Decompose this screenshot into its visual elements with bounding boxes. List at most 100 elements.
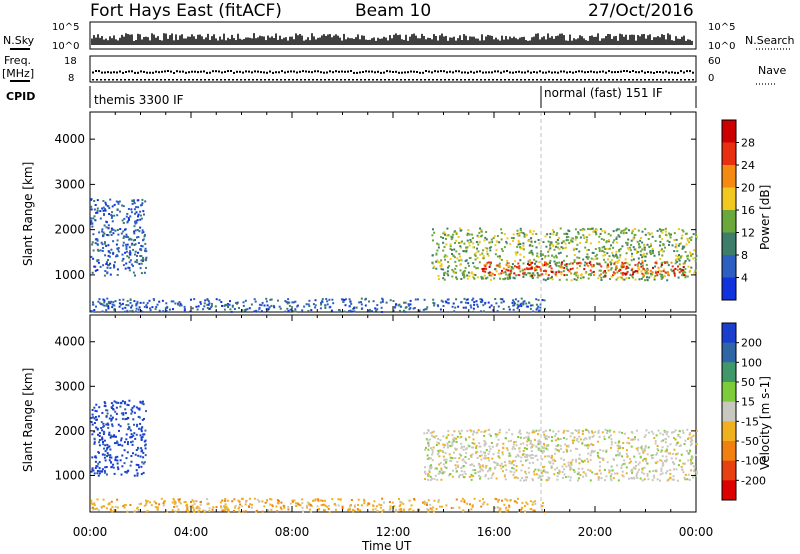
echo-cell [622,232,625,235]
echo-cell [428,457,431,460]
echo-cell [91,433,94,436]
echo-cell [466,298,469,301]
echo-cell [121,454,124,457]
echo-cell [510,439,512,442]
echo-cell [136,302,139,305]
echo-cell [279,506,282,509]
echo-cell [609,434,612,437]
echo-cell [137,206,140,209]
echo-cell [95,403,98,406]
echo-cell [591,265,594,268]
echo-cell [162,502,165,505]
echo-cell [520,469,523,472]
echo-cell [163,500,166,503]
nave-mark [384,79,386,81]
echo-cell [461,459,464,462]
echo-cell [196,505,199,508]
echo-cell [277,500,280,503]
echo-cell [203,511,206,513]
echo-cell [501,451,504,454]
nave-mark [416,79,418,81]
echo-cell [641,272,644,275]
echo-cell [673,250,676,253]
echo-cell [498,509,501,512]
echo-cell [238,307,240,309]
echo-cell [602,238,605,241]
echo-cell [690,253,692,256]
echo-cell [117,401,120,404]
echo-cell [695,472,698,475]
echo-cell [459,263,462,266]
echo-cell [433,265,436,268]
nave-mark [192,79,194,81]
echo-cell [489,249,492,252]
nave-mark [292,79,294,81]
echo-cell [479,477,481,480]
echo-cell [508,428,511,431]
echo-cell [442,249,445,252]
echo-cell [495,444,498,447]
echo-cell [451,236,454,239]
echo-cell [625,277,628,280]
echo-cell [479,450,482,453]
freq-mark [212,70,214,73]
echo-cell [573,261,576,263]
echo-cell [620,231,622,234]
nave-mark [312,79,314,81]
echo-cell [509,243,512,246]
echo-cell [653,476,656,479]
echo-cell [301,506,304,509]
echo-cell [96,498,99,501]
echo-cell [265,500,268,503]
echo-cell [542,470,545,473]
echo-cell [224,303,227,306]
y-tick-label: 1000 [54,268,85,282]
echo-cell [549,462,552,465]
echo-cell [638,461,641,464]
colorbar-swatch [722,210,736,233]
echo-cell [686,257,689,260]
echo-cell [550,267,553,270]
echo-cell [99,302,102,305]
echo-cell [437,246,440,249]
freq-mark [683,71,685,74]
echo-cell [293,499,296,502]
echo-cell [493,277,496,280]
echo-cell [140,272,143,275]
echo-cell [654,440,657,443]
echo-cell [616,271,619,274]
echo-cell [108,459,111,462]
echo-cell [280,508,283,511]
echo-cell [109,508,112,511]
echo-cell [644,434,647,437]
echo-cell [661,462,664,465]
echo-cell [138,407,141,410]
echo-cell [651,235,654,238]
echo-cell [484,265,487,268]
echo-cell [673,272,676,275]
echo-cell [166,510,168,513]
echo-cell [454,267,457,270]
echo-cell [157,506,159,509]
echo-cell [493,461,496,464]
echo-cell [454,447,457,450]
echo-cell [686,237,689,240]
echo-cell [461,473,464,476]
echo-cell [505,242,508,245]
echo-cell [466,232,469,235]
echo-cell [136,474,139,477]
echo-cell [636,263,639,266]
echo-cell [681,274,683,277]
echo-cell [135,211,138,214]
echo-cell [538,441,541,444]
echo-cell [139,255,142,257]
echo-cell [661,455,664,458]
echo-cell [537,255,540,258]
echo-cell [504,498,507,501]
echo-cell [117,250,120,253]
echo-cell [123,402,126,405]
echo-cell [596,257,599,260]
echo-cell [616,276,619,279]
echo-cell [473,277,476,280]
echo-cell [241,309,244,312]
